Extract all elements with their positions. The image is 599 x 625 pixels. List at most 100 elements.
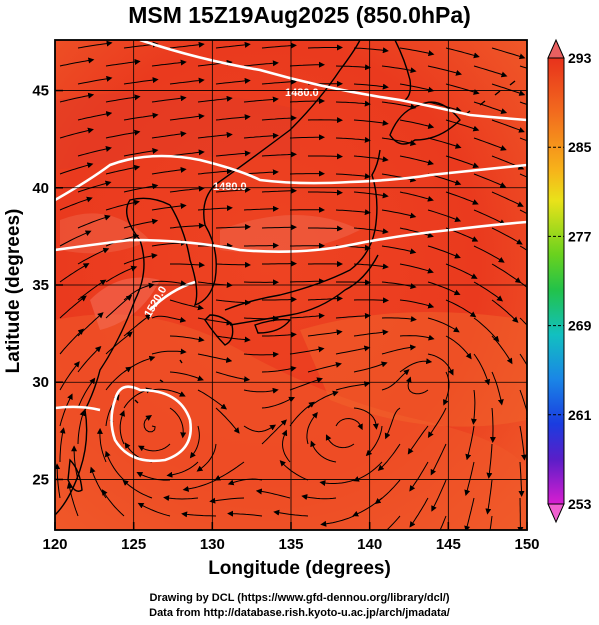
credit-drawing: Drawing by DCL (https://www.gfd-dennou.o… [149,592,450,604]
colorbar-scale [547,57,565,505]
streamline [77,146,112,157]
contour-label: 1480.0 [285,87,319,99]
height-contours [55,40,527,463]
coastline-russia [214,40,361,186]
contour-line [55,154,527,202]
streamline [399,299,435,309]
streamline [197,353,233,363]
streamline [427,209,462,222]
streamline [151,202,187,211]
streamline [261,187,297,194]
streamline [445,83,480,95]
coastline-taiwan [67,458,83,492]
streamline [281,429,291,463]
streamline [427,353,454,376]
streamline [491,191,524,207]
streamline [445,155,480,169]
streamline [123,77,159,85]
y-tick-label: 25 [32,471,49,488]
streamline [244,242,279,249]
streamline [430,443,447,476]
contour-line [139,40,527,122]
field-patch [220,215,360,253]
streamline [151,280,187,287]
streamline [491,335,513,365]
streamline [289,312,325,319]
field-patch [55,92,300,170]
streamline [169,222,205,229]
streamline [105,129,141,139]
streamline [381,316,417,322]
streamline [163,495,199,502]
streamline [399,155,434,166]
streamline [151,130,187,139]
streamline [215,41,251,49]
streamline [538,444,544,476]
streamline [169,299,204,311]
streamline [59,92,95,103]
streamline [261,224,297,231]
streamline [261,396,296,409]
streamline [151,348,187,355]
streamline [445,335,472,360]
streamline [335,345,371,355]
streamline [243,205,279,212]
y-tick-label: 40 [32,180,49,197]
coastline-korea [169,184,217,307]
streamline [538,408,547,439]
streamline [170,261,205,268]
field-patch [300,312,527,427]
streamline [151,315,187,323]
streamline [169,41,205,49]
streamline [105,164,141,175]
streamline [55,463,61,499]
streamline [473,101,508,114]
streamline [169,77,205,85]
streamline [197,317,233,326]
streamline [77,111,113,121]
streamline [243,387,279,394]
x-tick-label: 130 [200,536,225,553]
streamline [427,407,447,438]
wind-streamlines [55,40,547,530]
streamline [137,502,171,517]
streamline [289,346,325,355]
streamline [538,480,542,512]
streamline [261,78,297,85]
streamline [445,299,477,318]
x-tick-label: 140 [357,536,382,553]
streamline [273,509,309,517]
x-tick-label: 120 [42,536,67,553]
colorbar-tick-label: 269 [568,318,592,334]
streamline [365,425,383,457]
streamline [445,191,479,205]
streamline [137,443,171,452]
streamline [243,60,279,67]
streamline [519,101,527,105]
streamline [518,461,525,497]
streamline [491,299,519,323]
streamline [243,132,279,139]
coastline-kuril [464,80,516,116]
streamline [261,115,297,122]
streamline [491,47,526,60]
coastline-china [55,197,171,516]
streamline [209,497,245,504]
streamline [261,42,297,49]
colorbar-tick-label: 277 [568,228,592,244]
streamline [122,479,153,499]
streamline [59,295,87,319]
streamline [335,312,371,319]
streamline [335,64,371,71]
streamline [308,189,343,196]
streamline [105,331,133,355]
streamline [71,445,79,481]
streamline [491,83,526,96]
streamline [427,137,462,149]
streamline [386,515,401,530]
streamline [381,344,417,355]
streamline [381,101,417,110]
streamline [306,412,318,445]
streamline [519,425,527,461]
streamline [77,40,113,49]
